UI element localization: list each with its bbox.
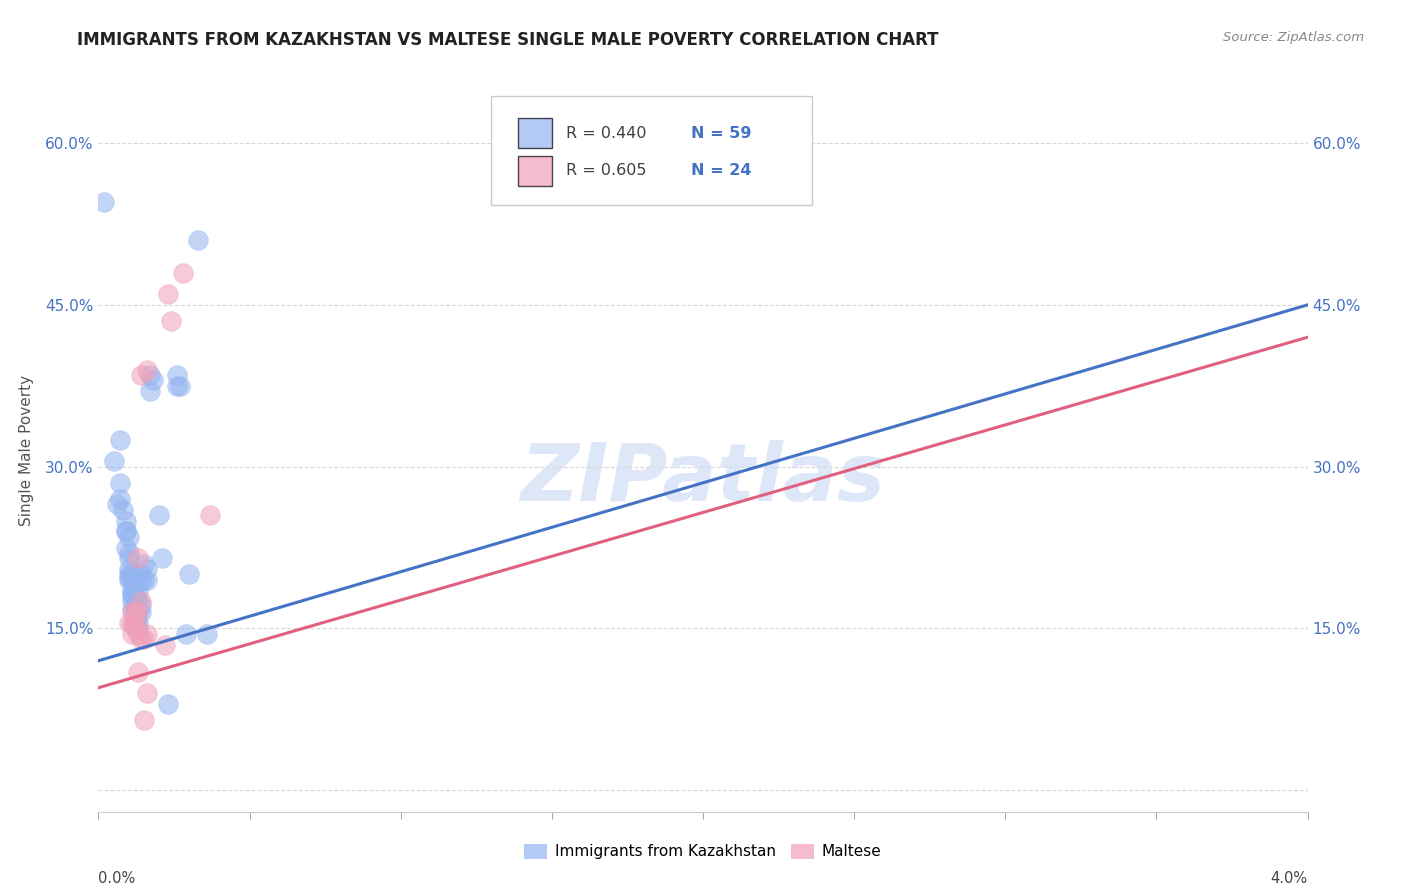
Point	[118, 562, 141, 576]
Point	[124, 599, 146, 614]
Point	[93, 195, 115, 210]
Point	[135, 562, 157, 576]
Point	[124, 583, 146, 598]
Point	[153, 638, 176, 652]
Point	[124, 615, 146, 630]
Point	[121, 587, 143, 601]
Point	[129, 632, 152, 647]
Point	[127, 583, 149, 598]
Point	[127, 551, 149, 566]
Legend: Immigrants from Kazakhstan, Maltese: Immigrants from Kazakhstan, Maltese	[519, 838, 887, 865]
Point	[135, 573, 157, 587]
Point	[114, 541, 136, 555]
Point	[129, 605, 152, 619]
Point	[121, 583, 143, 598]
Point	[135, 627, 157, 641]
Point	[127, 615, 149, 630]
Point	[139, 384, 162, 399]
Point	[118, 551, 141, 566]
Point	[129, 598, 152, 612]
Text: N = 24: N = 24	[690, 163, 751, 178]
Point	[118, 569, 141, 583]
Point	[132, 557, 155, 571]
Point	[129, 573, 152, 587]
Point	[121, 576, 143, 591]
Point	[174, 627, 197, 641]
Point	[111, 502, 134, 516]
Point	[150, 551, 173, 566]
Point	[114, 524, 136, 539]
Point	[179, 567, 201, 582]
Point	[114, 524, 136, 539]
Text: Source: ZipAtlas.com: Source: ZipAtlas.com	[1223, 31, 1364, 45]
Point	[118, 567, 141, 582]
Point	[127, 627, 149, 641]
Text: R = 0.605: R = 0.605	[567, 163, 647, 178]
Point	[127, 605, 149, 619]
Point	[129, 594, 152, 608]
Point	[139, 368, 162, 382]
Point	[108, 433, 131, 447]
Point	[132, 573, 155, 587]
FancyBboxPatch shape	[492, 96, 811, 205]
Point	[148, 508, 170, 523]
Point	[135, 686, 157, 700]
Point	[127, 605, 149, 619]
Point	[118, 615, 141, 630]
Point	[142, 373, 165, 387]
Point	[121, 605, 143, 619]
Point	[124, 619, 146, 633]
Point	[166, 378, 188, 392]
Text: 4.0%: 4.0%	[1271, 871, 1308, 886]
Point	[135, 362, 157, 376]
Point	[127, 594, 149, 608]
Point	[108, 475, 131, 490]
Point	[129, 368, 152, 382]
Point	[129, 567, 152, 582]
Point	[118, 530, 141, 544]
Point	[132, 632, 155, 647]
Point	[124, 573, 146, 587]
Point	[124, 621, 146, 635]
Point	[108, 491, 131, 506]
Point	[121, 627, 143, 641]
Point	[105, 497, 128, 511]
Point	[121, 594, 143, 608]
Point	[127, 621, 149, 635]
Point	[121, 615, 143, 630]
FancyBboxPatch shape	[517, 118, 553, 148]
Point	[103, 454, 125, 468]
Point	[166, 368, 188, 382]
Text: N = 59: N = 59	[690, 126, 751, 141]
Point	[200, 508, 222, 523]
Point	[187, 233, 209, 247]
Text: IMMIGRANTS FROM KAZAKHSTAN VS MALTESE SINGLE MALE POVERTY CORRELATION CHART: IMMIGRANTS FROM KAZAKHSTAN VS MALTESE SI…	[77, 31, 939, 49]
Point	[118, 546, 141, 560]
Point	[160, 314, 183, 328]
Point	[118, 573, 141, 587]
Point	[124, 610, 146, 624]
Text: R = 0.440: R = 0.440	[567, 126, 647, 141]
Point	[124, 613, 146, 627]
Point	[169, 378, 191, 392]
Y-axis label: Single Male Poverty: Single Male Poverty	[18, 375, 34, 526]
Point	[127, 665, 149, 679]
Point	[195, 627, 218, 641]
Point	[132, 713, 155, 727]
Point	[121, 589, 143, 603]
FancyBboxPatch shape	[517, 156, 553, 186]
Point	[156, 697, 179, 711]
Point	[121, 567, 143, 582]
Point	[124, 591, 146, 606]
Point	[114, 514, 136, 528]
Text: ZIPatlas: ZIPatlas	[520, 441, 886, 518]
Point	[156, 287, 179, 301]
Point	[172, 266, 194, 280]
Point	[124, 605, 146, 619]
Point	[121, 602, 143, 616]
Point	[124, 605, 146, 619]
Text: 0.0%: 0.0%	[98, 871, 135, 886]
